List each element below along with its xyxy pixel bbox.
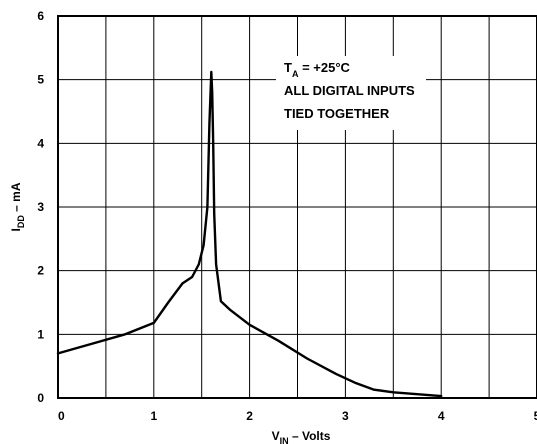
y-axis-title: IDD – mA: [9, 182, 26, 231]
x-axis-title: VIN – Volts: [272, 429, 331, 444]
y-tick-label: 6: [37, 9, 44, 23]
x-tick-label: 4: [438, 409, 445, 423]
annotation-line-3: TIED TOGETHER: [284, 106, 390, 121]
x-tick-labels: 0 1 2 3 4 5: [58, 409, 537, 423]
y-tick-label: 0: [37, 391, 44, 405]
y-tick-label: 2: [37, 264, 44, 278]
annotation-temp-subscript: A: [292, 69, 299, 79]
annotation-line-2: ALL DIGITAL INPUTS: [284, 83, 415, 98]
x-axis-title-rest: – Volts: [289, 429, 331, 443]
plot-frame: [57, 15, 537, 399]
annotation-temp-value: = +25°C: [298, 60, 350, 75]
y-tick-label: 4: [37, 136, 44, 150]
x-axis-title-main: V: [272, 429, 280, 443]
series-layer: [56, 70, 443, 398]
x-tick-label: 0: [58, 409, 65, 423]
x-tick-label: 1: [150, 409, 157, 423]
y-axis-title-rest: – mA: [9, 182, 23, 215]
annotation-line-1: TA = +25°C: [284, 60, 351, 79]
x-tick-label: 3: [342, 409, 349, 423]
annotation-block: TA = +25°C ALL DIGITAL INPUTS TIED TOGET…: [284, 60, 415, 121]
annotation-temp-symbol: T: [284, 60, 292, 75]
annotation-background: [276, 56, 426, 130]
x-tick-label: 5: [534, 409, 537, 423]
x-tick-label: 2: [246, 409, 253, 423]
y-tick-labels: 0 1 2 3 4 5 6: [37, 9, 44, 405]
x-axis-title-subscript: IN: [280, 436, 289, 444]
y-axis-title-subscript: DD: [16, 215, 26, 228]
series-line: [56, 70, 443, 398]
y-axis-title-main: I: [9, 228, 23, 231]
y-tick-label: 1: [37, 327, 44, 341]
y-tick-label: 3: [37, 200, 44, 214]
y-tick-label: 5: [37, 73, 44, 87]
